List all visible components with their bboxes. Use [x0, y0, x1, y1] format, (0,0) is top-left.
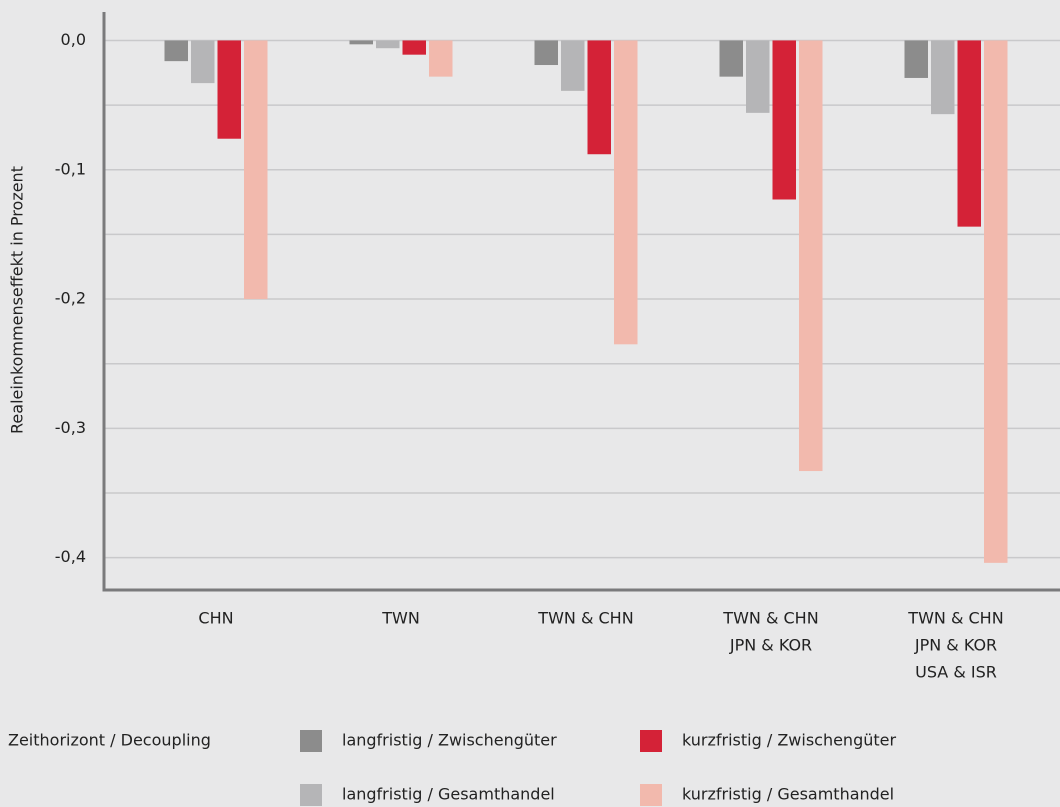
legend-label: kurzfristig / Gesamthandel [682, 785, 894, 804]
bar [244, 40, 268, 300]
legend-swatch [640, 730, 662, 752]
legend-swatch [300, 784, 322, 806]
legend-title: Zeithorizont / Decoupling [8, 731, 211, 750]
bar [561, 40, 585, 91]
bar [534, 40, 558, 66]
x-tick-label: TWN & CHN [907, 609, 1003, 628]
y-tick-label: -0,2 [55, 289, 86, 308]
bar [191, 40, 215, 84]
bar [217, 40, 241, 139]
legend-label: langfristig / Zwischengüter [342, 731, 557, 750]
bar [984, 40, 1008, 563]
x-tick-label: TWN & CHN [722, 609, 818, 628]
legend-label: langfristig / Gesamthandel [342, 785, 555, 804]
x-tick-label: JPN & KOR [729, 636, 812, 655]
bar [746, 40, 770, 113]
legend-label: kurzfristig / Zwischengüter [682, 731, 896, 750]
bar [376, 40, 400, 49]
x-tick-label: TWN [381, 609, 420, 628]
bar [772, 40, 796, 200]
bar [957, 40, 981, 227]
bar [931, 40, 955, 115]
bar [614, 40, 638, 345]
bar [349, 40, 373, 45]
x-tick-label: TWN & CHN [537, 609, 633, 628]
y-tick-label: 0,0 [61, 30, 86, 49]
bar [164, 40, 188, 62]
y-tick-label: -0,3 [55, 418, 86, 437]
bar [429, 40, 453, 77]
bar [904, 40, 928, 78]
y-tick-label: -0,4 [55, 547, 86, 566]
legend-swatch [640, 784, 662, 806]
bar [799, 40, 823, 472]
x-tick-label: JPN & KOR [914, 636, 997, 655]
x-tick-label: CHN [198, 609, 233, 628]
bar [587, 40, 611, 155]
legend-swatch [300, 730, 322, 752]
bar [719, 40, 743, 77]
bar [402, 40, 426, 55]
y-tick-label: -0,1 [55, 159, 86, 178]
x-tick-label: USA & ISR [915, 663, 997, 682]
y-axis-label: Realeinkommenseffekt in Prozent [8, 166, 27, 434]
